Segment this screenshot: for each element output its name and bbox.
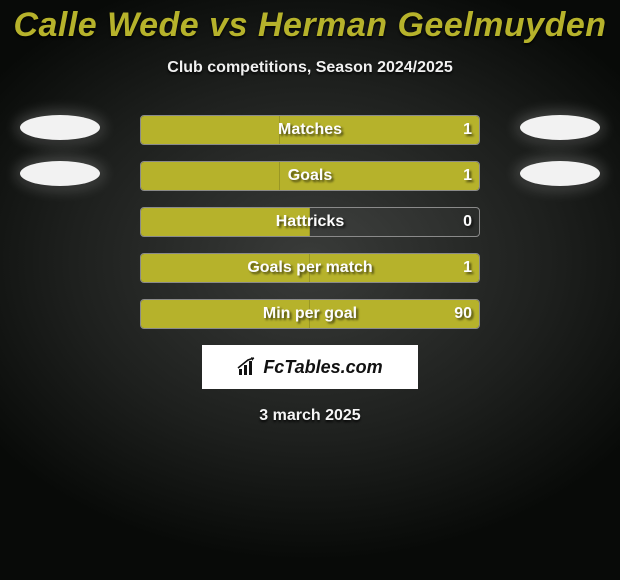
stat-value-right: 1	[463, 115, 472, 145]
stat-value-right: 0	[463, 207, 472, 237]
stat-row: Matches1	[0, 115, 620, 145]
stat-value-right: 1	[463, 253, 472, 283]
bar-chart-icon	[237, 357, 259, 377]
stat-bar	[140, 253, 480, 283]
player2-avatar	[520, 161, 600, 186]
stat-bar	[140, 115, 480, 145]
stat-bar-left	[141, 208, 310, 236]
stat-value-right: 90	[454, 299, 472, 329]
stat-bar	[140, 207, 480, 237]
player2-avatar	[520, 115, 600, 140]
stat-bar	[140, 161, 480, 191]
stat-bar-left	[141, 300, 310, 328]
stat-bar-left	[141, 162, 280, 190]
page-title: Calle Wede vs Herman Geelmuyden	[0, 0, 620, 45]
stats-container: Matches1 Goals1 Hattricks0 Goals per match1…	[0, 115, 620, 329]
player1-avatar	[20, 115, 100, 140]
stat-row: Min per goal90	[0, 299, 620, 329]
page-subtitle: Club competitions, Season 2024/2025	[0, 59, 620, 77]
stat-row: Goals1	[0, 161, 620, 191]
logo-text: FcTables.com	[263, 357, 382, 378]
stat-bar-right	[310, 254, 479, 282]
stat-bar-left	[141, 254, 310, 282]
stat-bar-right	[280, 162, 479, 190]
logo-box: FcTables.com	[202, 345, 418, 389]
stat-bar-right	[280, 116, 479, 144]
stat-bar	[140, 299, 480, 329]
stat-bar-left	[141, 116, 280, 144]
stat-value-right: 1	[463, 161, 472, 191]
stat-row: Hattricks0	[0, 207, 620, 237]
footer-date: 3 march 2025	[0, 407, 620, 425]
stat-row: Goals per match1	[0, 253, 620, 283]
player1-avatar	[20, 161, 100, 186]
